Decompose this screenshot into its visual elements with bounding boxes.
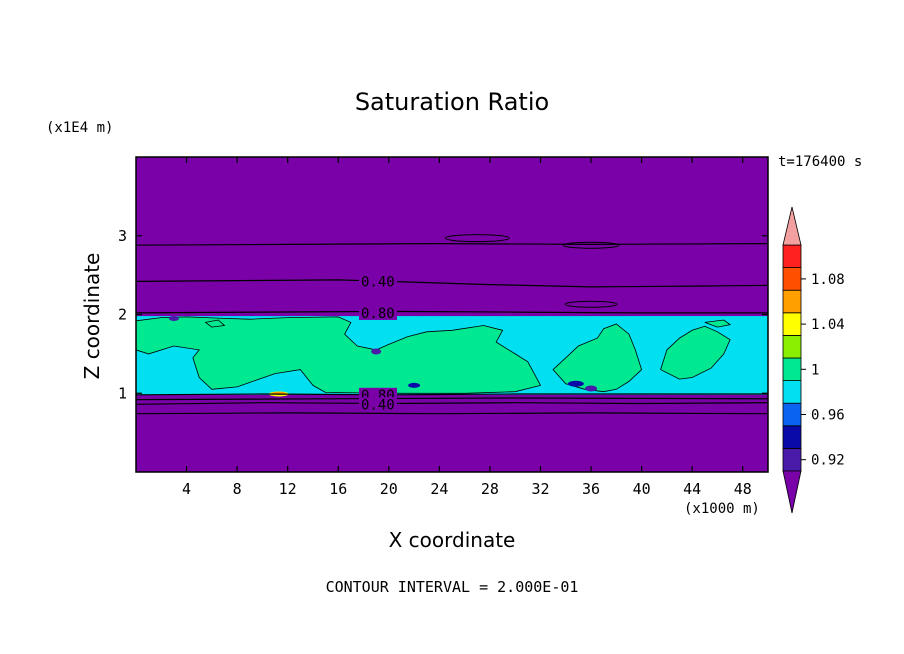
time-label: t=176400 s: [778, 154, 863, 170]
speck-dark: [371, 348, 382, 355]
colorbar-label: 0.92: [811, 453, 845, 469]
x-tick-label: 16: [329, 480, 347, 498]
colorbar-label: 1: [811, 362, 819, 378]
x-tick-label: 32: [531, 480, 549, 498]
x-tick-label: 44: [683, 480, 701, 498]
contour-label: 0.80: [361, 306, 395, 322]
speck-dark: [168, 315, 179, 321]
colorbar-segment: [782, 312, 802, 336]
colorbar-segment: [782, 380, 802, 404]
colorbar-segment: [782, 289, 802, 314]
x-tick-label: 40: [633, 480, 651, 498]
x-tick-label: 48: [734, 480, 752, 498]
colorbar-under-arrow: [782, 470, 802, 514]
contour-label: 0.40: [361, 397, 395, 413]
y-tick-label: 2: [118, 306, 127, 324]
x-axis-label: X coordinate: [388, 528, 516, 552]
x-tick-label: 8: [233, 480, 242, 498]
colorbar-segment: [782, 447, 802, 472]
x-tick-label: 12: [279, 480, 297, 498]
colorbar-segment: [782, 357, 802, 382]
y-tick-label: 1: [118, 384, 127, 402]
contour-loop: [564, 300, 618, 308]
colorbar-over-arrow: [782, 206, 802, 246]
colorbar-label: 1.08: [811, 272, 845, 288]
x-tick-label: 24: [430, 480, 448, 498]
colorbar-segment: [782, 267, 802, 291]
colorbar-label: 0.96: [811, 408, 845, 424]
supersaturated-patch: [204, 319, 226, 328]
field-background: [136, 157, 768, 472]
x-tick-label: 4: [182, 480, 191, 498]
contour-line: [135, 393, 768, 396]
speck-blue: [408, 382, 421, 388]
contour-loop: [562, 241, 620, 249]
speck-blue: [567, 380, 584, 387]
contour-line: [135, 412, 769, 415]
contour-loop: [444, 234, 510, 243]
x-axis-unit: (x1000 m): [684, 501, 760, 517]
x-tick-label: 36: [582, 480, 600, 498]
contour-label-bg: [358, 305, 397, 320]
supersaturated-patch: [704, 319, 732, 328]
x-tick-label: 20: [380, 480, 398, 498]
colorbar-segment: [782, 334, 802, 359]
y-tick-label: 3: [118, 227, 127, 245]
contour-line: [135, 310, 768, 314]
contour-label: 0.40: [361, 274, 395, 290]
contour-line: [135, 402, 769, 405]
supersaturated-patch: [135, 316, 542, 394]
colorbar-segment: [782, 402, 802, 427]
contour-line: [135, 397, 769, 401]
contour-line: [135, 279, 769, 288]
colorbar-label: 1.04: [811, 317, 845, 333]
contour-label-bg: [358, 397, 397, 412]
x-tick-label: 28: [481, 480, 499, 498]
chart-title: Saturation Ratio: [354, 88, 550, 116]
y-axis-unit: (x1E4 m): [46, 120, 114, 136]
supersaturated-patch: [660, 325, 731, 380]
colorbar-segment: [782, 244, 802, 269]
contour-line: [135, 242, 769, 246]
speck-dark: [585, 385, 598, 392]
colorbar-segment: [782, 425, 802, 449]
contour-interval-note: CONTOUR INTERVAL = 2.000E-01: [325, 578, 579, 596]
contour-label-bg: [358, 274, 397, 289]
